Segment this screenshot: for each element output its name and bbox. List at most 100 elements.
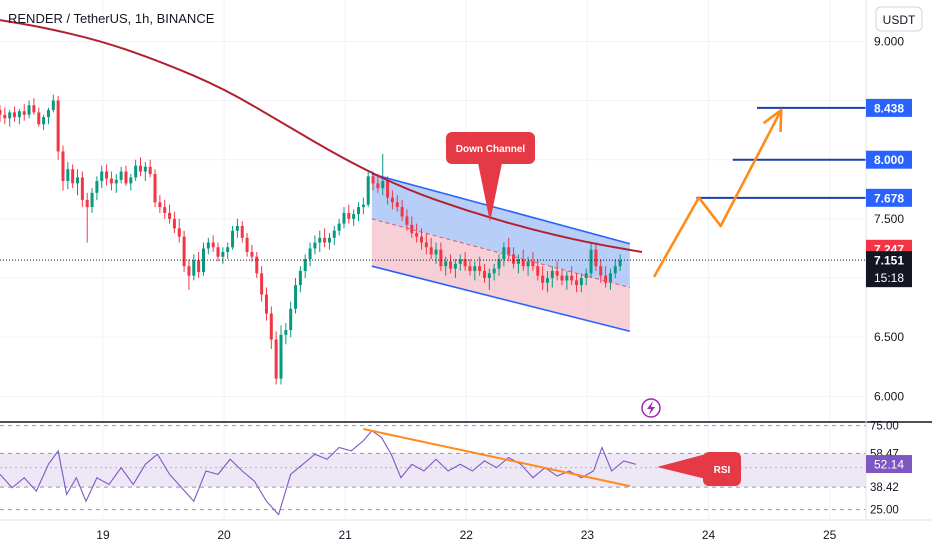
candle-body — [124, 171, 128, 184]
candle-down — [105, 164, 109, 186]
candle-up — [119, 166, 123, 184]
candle-down — [32, 98, 36, 115]
candle-up — [298, 266, 302, 293]
candle-up — [235, 218, 239, 238]
candle-body — [226, 247, 230, 252]
candle-body — [565, 275, 569, 281]
candle-down — [415, 223, 419, 243]
lightning-icon[interactable] — [641, 398, 661, 418]
candle-body — [555, 270, 559, 276]
candle-body — [187, 266, 191, 276]
candle-body — [153, 173, 157, 203]
candle-body — [337, 223, 341, 231]
candle-down — [138, 157, 142, 177]
candle-down — [197, 252, 201, 279]
candle-body — [294, 285, 298, 309]
candle-body — [594, 249, 598, 267]
candle-up — [332, 225, 336, 245]
candle-body — [90, 192, 94, 208]
candle-body — [332, 230, 336, 238]
candle-body — [541, 275, 545, 283]
candle-up — [143, 162, 147, 182]
candle-body — [76, 177, 80, 184]
candle-body — [415, 233, 419, 237]
candle-up — [342, 207, 346, 229]
candle-down — [245, 233, 249, 257]
candle-body — [468, 266, 472, 271]
rsi-line — [0, 429, 637, 516]
candle-body — [61, 151, 65, 182]
candle-body — [298, 270, 302, 286]
candle-up — [318, 230, 322, 252]
candle-body — [279, 334, 283, 379]
candle-up — [497, 254, 501, 276]
candle-up — [17, 108, 21, 125]
candle-up — [444, 256, 448, 276]
candle-down — [512, 247, 516, 269]
candle-up — [100, 165, 104, 189]
candle-down — [395, 195, 399, 212]
candle-body — [613, 266, 617, 274]
candle-down — [405, 209, 409, 231]
candle-body — [507, 247, 511, 255]
candle-down — [560, 268, 564, 286]
candle-up — [327, 233, 331, 250]
channel-middle-line[interactable] — [371, 218, 630, 288]
candle-up — [226, 242, 230, 260]
chart-title: RENDER / TetherUS, 1h, BINANCE — [8, 11, 215, 26]
candle-up — [303, 254, 307, 279]
candle-body — [492, 268, 496, 274]
candle-body — [410, 224, 414, 234]
candle-body — [327, 237, 331, 243]
time-tick-label: 19 — [96, 528, 110, 542]
candle-body — [231, 230, 235, 248]
candle-body — [463, 259, 467, 267]
candle-body — [56, 100, 60, 152]
candle-down — [71, 164, 75, 189]
candle-up — [608, 268, 612, 290]
candle-body — [168, 212, 172, 219]
candle-body — [604, 275, 608, 283]
candle-body — [148, 166, 152, 174]
candle-up — [487, 268, 491, 290]
candle-body — [313, 242, 317, 249]
candle-body — [323, 237, 327, 243]
channel-lower-line[interactable] — [371, 265, 631, 333]
candle-down — [163, 199, 167, 219]
candle-up — [294, 278, 298, 314]
candle-down — [37, 107, 41, 127]
candle-down — [3, 107, 7, 125]
candle-down — [555, 261, 559, 281]
candle-down — [424, 233, 428, 255]
channel-upper-line[interactable] — [371, 173, 631, 245]
candle-body — [71, 169, 75, 184]
candle-down — [531, 252, 535, 271]
candle-body — [235, 225, 239, 231]
candle-up — [357, 202, 361, 222]
candle-body — [424, 242, 428, 248]
candle-body — [0, 110, 2, 115]
price-axis[interactable]: 9.000 7.500 6.500 6.000 — [874, 34, 904, 403]
candle-body — [444, 261, 448, 267]
candle-down — [177, 218, 181, 243]
candle-body — [80, 177, 84, 200]
candle-up — [201, 242, 205, 276]
candle-body — [536, 266, 540, 276]
currency-button[interactable]: USDT — [875, 6, 923, 32]
candle-up — [289, 301, 293, 338]
candle-body — [240, 225, 244, 238]
candle-down — [255, 252, 259, 279]
candle-body — [487, 273, 491, 279]
projection-path[interactable] — [652, 109, 783, 278]
candle-body — [502, 247, 506, 260]
candle-body — [260, 273, 264, 295]
candle-up — [313, 235, 317, 255]
rsi-trendline[interactable] — [363, 428, 631, 488]
candle-body — [32, 105, 36, 113]
candle-up — [352, 209, 356, 226]
candle-body — [66, 169, 70, 182]
candle-down — [264, 287, 268, 321]
candle-up — [284, 322, 288, 345]
time-axis[interactable]: 19 20 21 22 23 24 25 — [96, 528, 836, 542]
